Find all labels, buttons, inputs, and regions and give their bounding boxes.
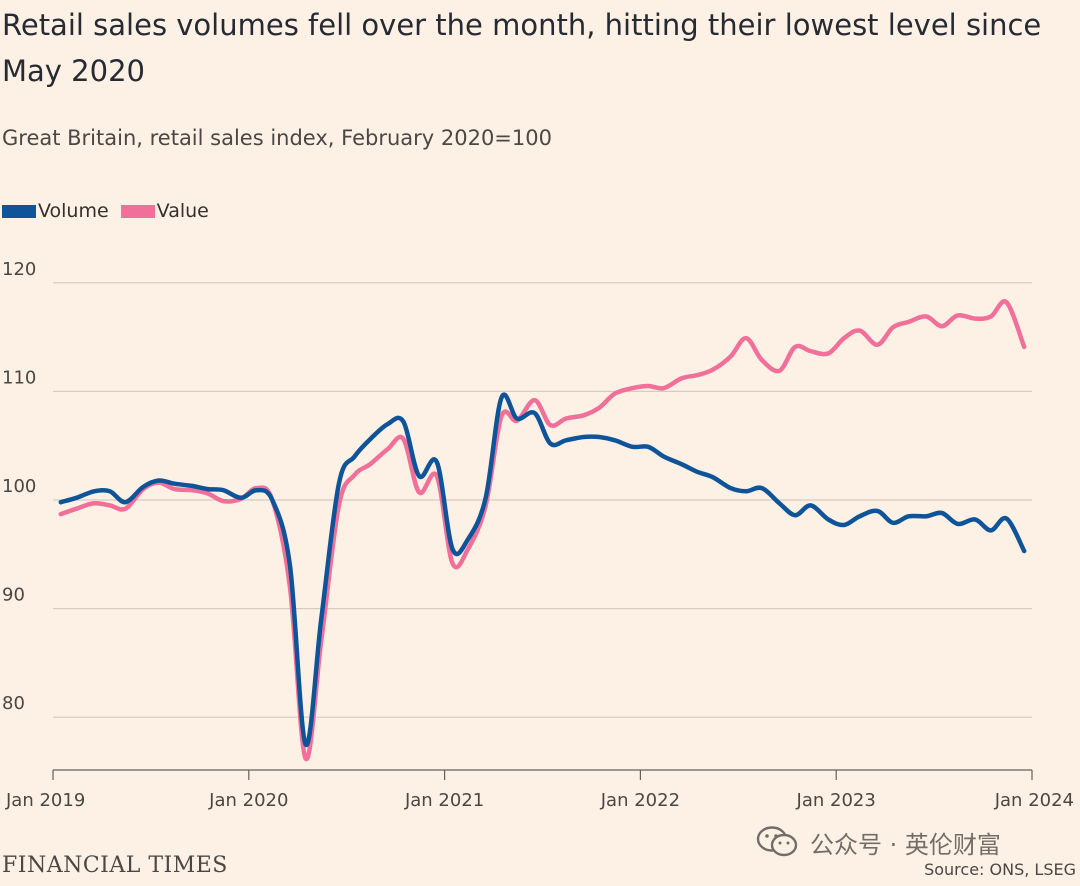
legend-item-value: Value	[120, 200, 209, 222]
chart-source: Source: ONS, LSEG	[924, 860, 1076, 879]
y-tick-label-90: 90	[2, 585, 25, 606]
legend-swatch-volume	[2, 204, 36, 218]
series-line-value	[58, 299, 1027, 762]
legend-item-volume: Volume	[2, 200, 109, 222]
x-tick-label-2020: Jan 2020	[208, 790, 288, 811]
y-tick-label-110: 110	[2, 367, 36, 388]
ft-brand-logo: FINANCIAL TIMES	[2, 853, 228, 878]
chart-subtitle: Great Britain, retail sales index, Febru…	[2, 126, 552, 150]
chart-title: Retail sales volumes fell over the month…	[2, 8, 1042, 88]
y-tick-label-80: 80	[2, 693, 25, 714]
y-tick-label-100: 100	[2, 476, 36, 497]
series-line-volume	[58, 392, 1027, 748]
x-tick-label-2021: Jan 2021	[404, 790, 484, 811]
x-tick-label-2023: Jan 2023	[796, 790, 876, 811]
y-tick-label-120: 120	[2, 259, 36, 280]
watermark: 公众号 · 英伦财富	[756, 824, 1001, 860]
x-tick-label-2019: Jan 2019	[5, 790, 85, 811]
legend-label-volume: Volume	[38, 200, 109, 222]
legend-label-value: Value	[156, 200, 209, 222]
legend-swatch-value	[120, 204, 155, 218]
x-tick-label-2022: Jan 2022	[600, 790, 680, 811]
chart-legend: Volume Value	[2, 200, 221, 222]
x-tick-label-2024: Jan 2024	[994, 790, 1074, 811]
wechat-icon	[756, 826, 798, 857]
watermark-text: 公众号 · 英伦财富	[810, 830, 1001, 859]
